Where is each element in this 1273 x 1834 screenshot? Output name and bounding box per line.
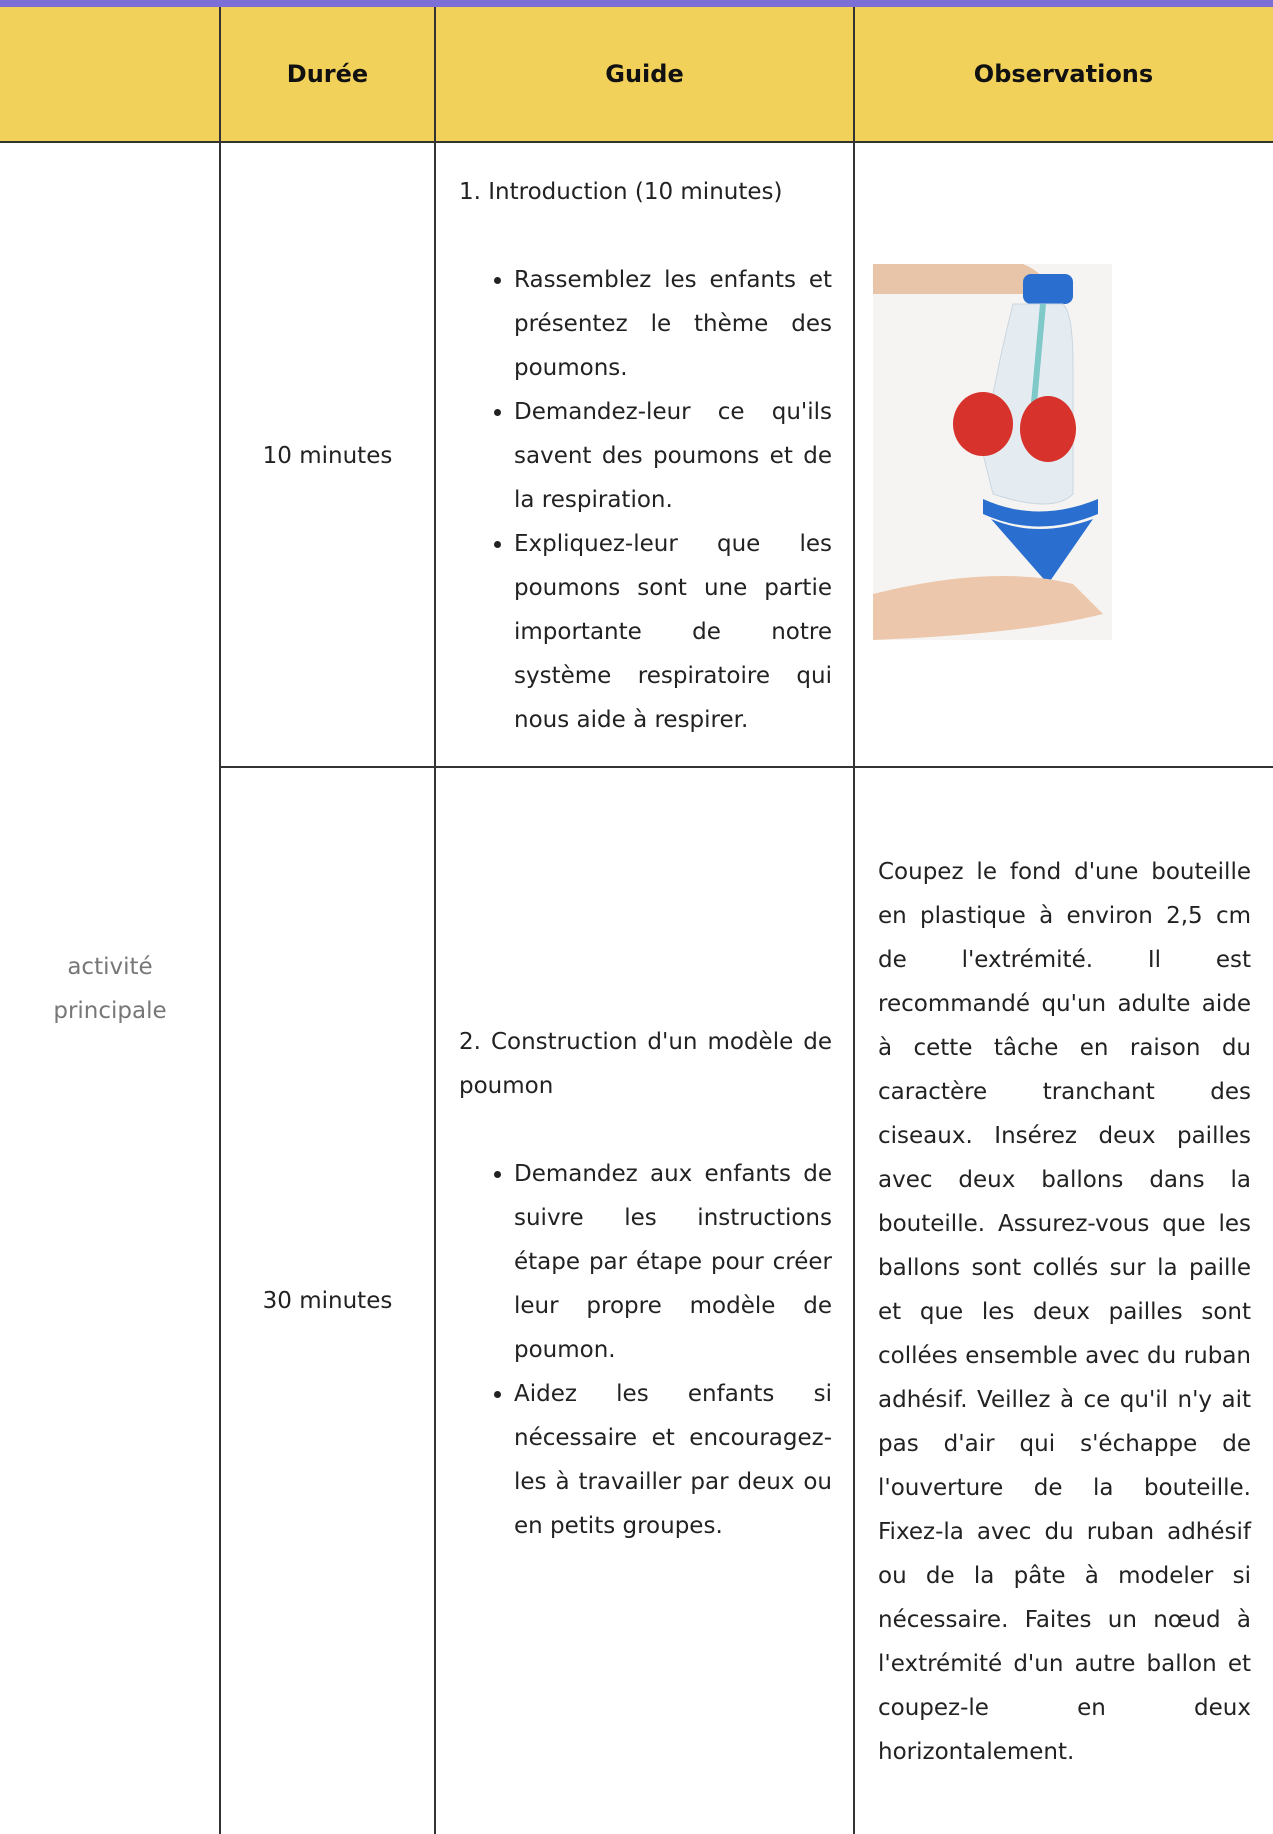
guide-bullet: Demandez-leur ce qu'ils savent des poumo… (514, 390, 832, 522)
guide-heading: 2. Construction d'un modèle de poumon (459, 1029, 832, 1099)
guide-bullet: Demandez aux enfants de suivre les instr… (514, 1152, 832, 1372)
guide-heading: 1. Introduction (10 minutes) (459, 179, 783, 205)
section-label: activité principale (53, 953, 167, 1024)
table-header: Durée Guide Observations (0, 7, 1273, 143)
observations: Coupez le fond d'une bouteille en plasti… (878, 859, 1251, 1765)
guide-list: Rassemblez les enfants et présentez le t… (459, 258, 832, 742)
guide-cell: 2. Construction d'un modèle de poumon De… (437, 1020, 854, 1548)
guide-list: Demandez aux enfants de suivre les instr… (459, 1152, 832, 1548)
column-border (219, 7, 221, 1834)
header-cell: Durée (286, 60, 369, 88)
top-bar (0, 0, 1273, 7)
lung-model-photo (873, 264, 1112, 640)
column-border (434, 7, 436, 1834)
header-cell: Observations (973, 60, 1154, 88)
column-border (853, 7, 855, 1834)
duration: 30 minutes (262, 1288, 393, 1314)
guide-cell: 1. Introduction (10 minutes) Rassemblez … (437, 170, 854, 742)
guide-bullet: Aidez les enfants si nécessaire et encou… (514, 1372, 832, 1548)
guide-bullet: Expliquez-leur que les poumons sont une … (514, 522, 832, 742)
guide-bullet: Rassemblez les enfants et présentez le t… (514, 258, 832, 390)
duration: 10 minutes (262, 442, 393, 469)
row-border (220, 766, 1273, 768)
header-cell: Guide (605, 60, 684, 88)
